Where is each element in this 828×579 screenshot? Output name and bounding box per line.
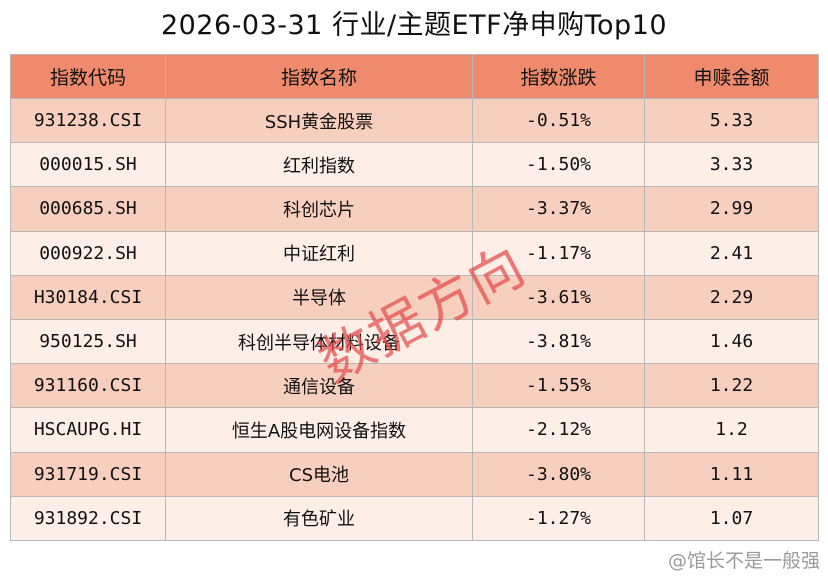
cell-amount: 1.11 (644, 451, 819, 497)
header-amount: 申赎金额 (644, 54, 819, 99)
cell-code: H30184.CSI (10, 274, 166, 320)
cell-amount: 5.33 (644, 97, 819, 144)
cell-change: -2.12% (472, 407, 645, 453)
cell-code: 931892.CSI (10, 495, 166, 542)
etf-table: 指数代码 指数名称 指数涨跌 申赎金额 931238.CSI SSH黄金股票 -… (10, 54, 819, 542)
cell-name: SSH黄金股票 (165, 97, 473, 144)
cell-name: 中证红利 (165, 230, 473, 276)
cell-code: 931160.CSI (10, 363, 166, 409)
table-row: 000015.SH 红利指数 -1.50% 3.33 (10, 142, 819, 188)
cell-amount: 2.29 (644, 274, 819, 320)
author-credit: @馆长不是一般强 (667, 550, 820, 572)
cell-code: 931719.CSI (10, 451, 166, 497)
cell-change: -3.37% (472, 186, 645, 232)
cell-amount: 1.22 (644, 363, 819, 409)
table-row: 931160.CSI 通信设备 -1.55% 1.22 (10, 363, 819, 409)
header-name: 指数名称 (165, 54, 473, 99)
cell-name: 恒生A股电网设备指数 (165, 407, 473, 453)
cell-name: 科创芯片 (165, 186, 473, 232)
cell-change: -1.17% (472, 230, 645, 276)
cell-name: 红利指数 (165, 142, 473, 188)
cell-change: -3.80% (472, 451, 645, 497)
cell-amount: 3.33 (644, 142, 819, 188)
table-row: 931238.CSI SSH黄金股票 -0.51% 5.33 (10, 97, 819, 144)
cell-change: -1.27% (472, 495, 645, 542)
cell-name: CS电池 (165, 451, 473, 497)
table-row: 000922.SH 中证红利 -1.17% 2.41 (10, 230, 819, 276)
cell-amount: 2.99 (644, 186, 819, 232)
cell-name: 有色矿业 (165, 495, 473, 542)
cell-code: 000685.SH (10, 186, 166, 232)
page-title: 2026-03-31 行业/主题ETF净申购Top10 (160, 10, 668, 41)
cell-name: 通信设备 (165, 363, 473, 409)
cell-code: HSCAUPG.HI (10, 407, 166, 453)
cell-code: 000015.SH (10, 142, 166, 188)
header-code: 指数代码 (10, 54, 166, 99)
cell-name: 半导体 (165, 274, 473, 320)
table-row: 000685.SH 科创芯片 -3.37% 2.99 (10, 186, 819, 232)
header-change: 指数涨跌 (472, 54, 645, 99)
cell-code: 950125.SH (10, 318, 166, 365)
cell-amount: 2.41 (644, 230, 819, 276)
cell-amount: 1.07 (644, 495, 819, 542)
cell-amount: 1.46 (644, 318, 819, 365)
cell-change: -3.61% (472, 274, 645, 320)
table-row: HSCAUPG.HI 恒生A股电网设备指数 -2.12% 1.2 (10, 407, 819, 453)
cell-code: 000922.SH (10, 230, 166, 276)
cell-change: -1.50% (472, 142, 645, 188)
cell-change: -1.55% (472, 363, 645, 409)
cell-change: -3.81% (472, 318, 645, 365)
table-row: H30184.CSI 半导体 -3.61% 2.29 (10, 274, 819, 320)
cell-amount: 1.2 (644, 407, 819, 453)
cell-change: -0.51% (472, 97, 645, 144)
cell-name: 科创半导体材料设备 (165, 318, 473, 365)
cell-code: 931238.CSI (10, 97, 166, 144)
table-row: 950125.SH 科创半导体材料设备 -3.81% 1.46 (10, 318, 819, 365)
table-row: 931892.CSI 有色矿业 -1.27% 1.07 (10, 495, 819, 542)
header-row: 指数代码 指数名称 指数涨跌 申赎金额 (10, 54, 819, 99)
table-row: 931719.CSI CS电池 -3.80% 1.11 (10, 451, 819, 497)
